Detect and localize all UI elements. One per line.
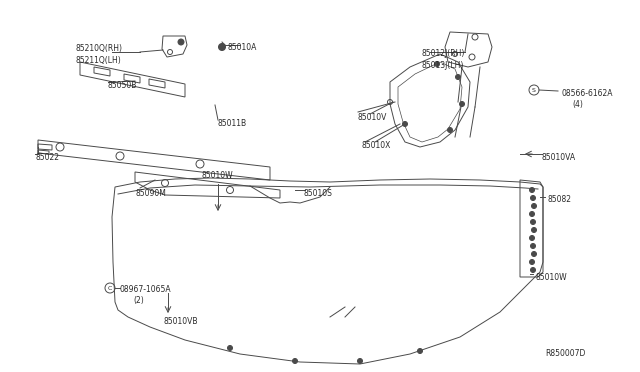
Text: 08967-1065A: 08967-1065A <box>120 285 172 294</box>
Circle shape <box>531 228 536 232</box>
Text: 08566-6162A: 08566-6162A <box>561 90 612 99</box>
Circle shape <box>529 187 534 192</box>
Circle shape <box>460 102 465 106</box>
Text: 85010S: 85010S <box>304 189 333 199</box>
Circle shape <box>417 349 422 353</box>
Circle shape <box>529 212 534 217</box>
Text: 85050B: 85050B <box>108 81 138 90</box>
Circle shape <box>178 39 184 45</box>
Circle shape <box>529 260 534 264</box>
Text: R850007D: R850007D <box>545 350 586 359</box>
Circle shape <box>531 251 536 257</box>
Circle shape <box>531 267 536 273</box>
Text: 85010X: 85010X <box>362 141 392 150</box>
Text: 85210Q(RH): 85210Q(RH) <box>75 45 122 54</box>
Text: 85011B: 85011B <box>218 119 247 128</box>
Text: (4): (4) <box>572 100 583 109</box>
Circle shape <box>227 346 232 350</box>
Text: 85013J(LH): 85013J(LH) <box>422 61 465 70</box>
Circle shape <box>447 128 452 132</box>
Circle shape <box>531 244 536 248</box>
Text: S: S <box>532 87 536 93</box>
Text: 85012J(RH): 85012J(RH) <box>422 49 465 58</box>
Text: 85211Q(LH): 85211Q(LH) <box>75 55 121 64</box>
Text: 85022: 85022 <box>35 153 59 161</box>
Circle shape <box>456 74 461 80</box>
Text: 85010W: 85010W <box>536 273 568 282</box>
Text: 85010VA: 85010VA <box>542 153 576 161</box>
Circle shape <box>435 61 440 67</box>
Text: 85090M: 85090M <box>135 189 166 199</box>
Circle shape <box>531 203 536 208</box>
Circle shape <box>218 44 225 51</box>
Text: 85010A: 85010A <box>228 42 257 51</box>
Circle shape <box>529 235 534 241</box>
Circle shape <box>531 196 536 201</box>
Circle shape <box>292 359 298 363</box>
Circle shape <box>358 359 362 363</box>
Text: C: C <box>108 285 112 291</box>
Text: 85010V: 85010V <box>358 112 387 122</box>
Text: 85082: 85082 <box>548 196 572 205</box>
Text: 85010W: 85010W <box>202 171 234 180</box>
Circle shape <box>403 122 408 126</box>
Text: (2): (2) <box>133 295 144 305</box>
Text: 85010VB: 85010VB <box>163 317 198 327</box>
Circle shape <box>531 219 536 224</box>
